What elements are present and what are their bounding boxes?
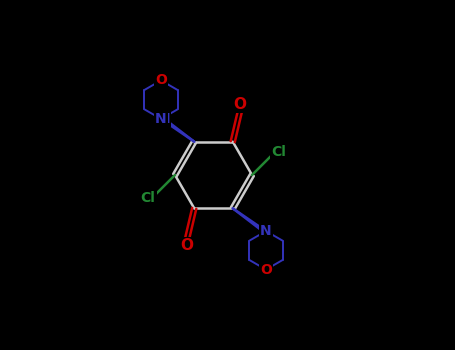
Text: N: N xyxy=(159,112,170,126)
Text: Cl: Cl xyxy=(272,145,286,159)
Text: O: O xyxy=(233,97,246,112)
Text: N: N xyxy=(155,112,167,126)
Text: O: O xyxy=(155,74,167,88)
Text: O: O xyxy=(260,262,272,276)
Text: N: N xyxy=(260,224,272,238)
Text: Cl: Cl xyxy=(141,191,156,205)
Text: O: O xyxy=(181,238,194,253)
